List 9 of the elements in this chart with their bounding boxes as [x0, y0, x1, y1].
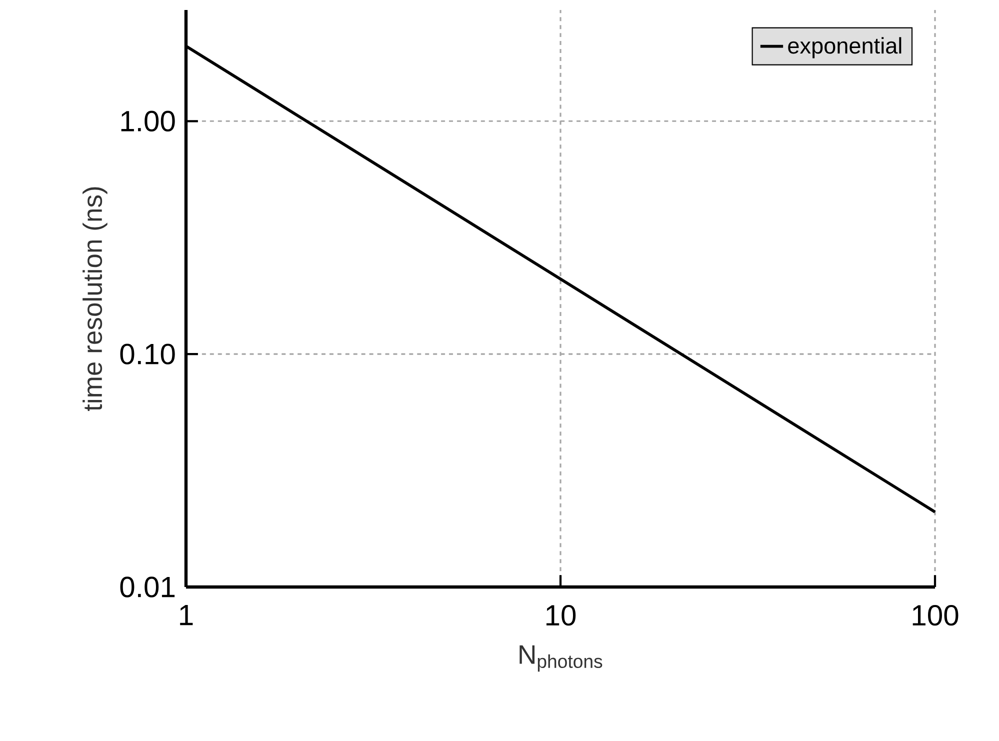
y-tick-label: 0.01	[120, 576, 175, 598]
x-tick-label: 100	[912, 604, 958, 626]
y-tick-label: 1.00	[121, 110, 175, 132]
y-axis-title: time resolution (ns)	[82, 187, 108, 412]
x-axis-title: N$_{photons}$	[520, 645, 602, 672]
x-tick-label: 1	[180, 604, 193, 626]
x-tick-label: 10	[546, 604, 576, 626]
legend-label: exponential	[788, 37, 902, 58]
y-tick-label: 0.10	[120, 344, 175, 364]
